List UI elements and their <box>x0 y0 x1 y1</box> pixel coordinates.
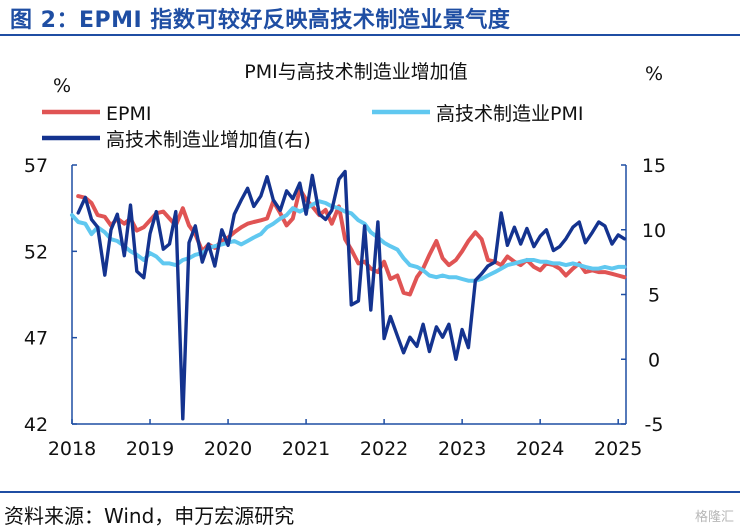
x-tick-label: 2024 <box>516 438 564 460</box>
right-tick-label: -5 <box>645 414 664 436</box>
x-tick-label: 2023 <box>438 438 486 460</box>
right-tick-label: 5 <box>648 285 660 307</box>
legend: EPMI 高技术制造业PMI 高技术制造业增加值(右) <box>42 103 583 151</box>
x-tick-label: 2018 <box>48 438 96 460</box>
legend-label-epmi: EPMI <box>106 103 151 125</box>
series-line-epmi <box>76 187 627 297</box>
legend-label-iva: 高技术制造业增加值(右) <box>106 129 311 151</box>
x-tick-label: 2022 <box>360 438 408 460</box>
source-rule <box>0 491 740 493</box>
right-tick-label: 15 <box>642 155 666 177</box>
figure-title: 图 2：EPMI 指数可较好反映高技术制造业景气度 <box>10 8 511 33</box>
legend-label-pmi: 高技术制造业PMI <box>436 103 583 125</box>
x-tick-label: 2021 <box>282 438 330 460</box>
series-line-hightech-value-added <box>76 169 627 421</box>
right-axis-unit: % <box>645 63 663 85</box>
watermark-logo: 格隆汇 <box>694 510 734 525</box>
right-tick-label: 10 <box>642 220 666 242</box>
x-tick-label: 2020 <box>204 438 252 460</box>
series-lines <box>70 169 627 421</box>
chart-title: PMI与高技术制造业增加值 <box>244 61 467 83</box>
source-note: 资料来源：Wind，申万宏源研究 <box>4 504 295 528</box>
left-tick-label: 57 <box>24 155 48 177</box>
left-tick-label: 42 <box>24 414 48 436</box>
x-tick-label: 2025 <box>594 438 642 460</box>
left-axis-unit: % <box>53 75 71 97</box>
title-rule <box>0 34 740 36</box>
right-tick-label: 0 <box>648 349 660 371</box>
x-tick-label: 2019 <box>126 438 174 460</box>
axes: 57 52 47 42 15 10 5 0 -5 2018 2019 2020 2021 2022 2023… <box>24 155 666 460</box>
left-tick-label: 52 <box>24 241 48 263</box>
left-tick-label: 47 <box>24 328 48 350</box>
